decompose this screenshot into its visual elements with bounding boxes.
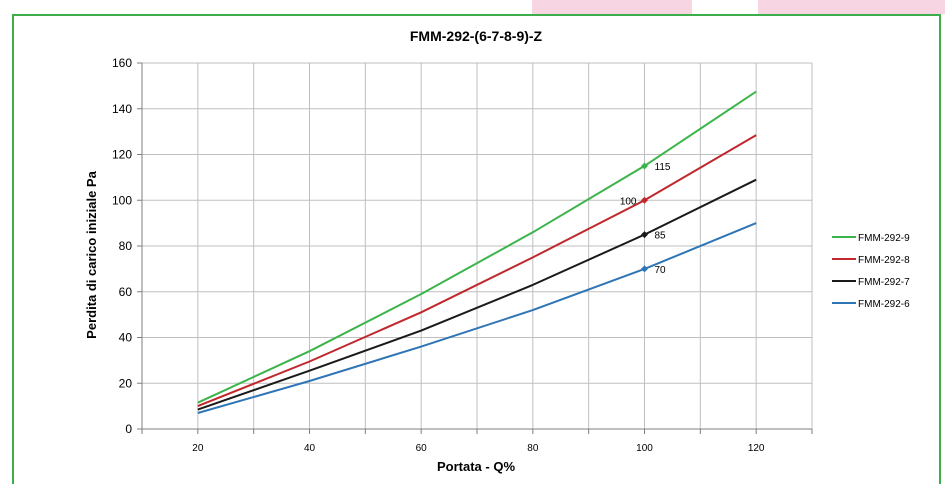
grid-layer bbox=[141, 62, 813, 430]
series-line-fmm-292-7 bbox=[197, 178, 757, 411]
x-tick-label: 80 bbox=[527, 443, 539, 454]
y-axis-title: Perdita di carico iniziale Pa bbox=[84, 170, 99, 338]
series-line-fmm-292-6 bbox=[197, 222, 757, 414]
legend-label: FMM-292-6 bbox=[858, 299, 910, 310]
y-tick-label: 80 bbox=[119, 239, 133, 253]
series-layer bbox=[197, 90, 757, 414]
x-tick-label: 100 bbox=[636, 443, 653, 454]
data-point-marker bbox=[641, 265, 648, 273]
legend-label: FMM-292-7 bbox=[858, 277, 910, 288]
legend-label: FMM-292-9 bbox=[858, 233, 910, 244]
annotation-layer: 115 100 85 70 bbox=[620, 162, 671, 276]
legend-label: FMM-292-8 bbox=[858, 255, 910, 266]
x-tick-label: 60 bbox=[416, 443, 428, 454]
series-line-fmm-292-9 bbox=[197, 90, 757, 404]
header-pink-box-1 bbox=[532, 0, 692, 14]
y-tick-label: 140 bbox=[112, 102, 132, 116]
data-label: 115 bbox=[655, 162, 671, 173]
x-tick-label: 40 bbox=[304, 443, 316, 454]
top-header-strip bbox=[0, 0, 945, 14]
x-tick-label: 120 bbox=[748, 443, 765, 454]
y-tick-label: 120 bbox=[112, 148, 132, 162]
chart-title: FMM-292-(6-7-8-9)-Z bbox=[410, 28, 543, 44]
y-tick-label: 40 bbox=[119, 331, 133, 345]
y-tick-label: 100 bbox=[112, 193, 132, 207]
data-point-marker bbox=[641, 231, 648, 239]
x-axis-title: Portata - Q% bbox=[437, 459, 515, 474]
data-label: 70 bbox=[655, 265, 667, 276]
data-point-marker bbox=[641, 162, 648, 170]
series-line-fmm-292-8 bbox=[197, 134, 757, 408]
axis-layer: 0 20 40 60 80 100 120 140 160 20 40 60 80 100 120 bbox=[112, 56, 813, 454]
header-pink-box-2 bbox=[758, 0, 945, 14]
data-label: 100 bbox=[620, 196, 637, 207]
data-label: 85 bbox=[655, 231, 667, 242]
y-tick-label: 160 bbox=[112, 56, 132, 70]
data-point-marker bbox=[641, 196, 648, 204]
y-tick-label: 60 bbox=[119, 285, 133, 299]
legend: FMM-292-9 FMM-292-8 FMM-292-7 FMM-292-6 bbox=[832, 233, 910, 310]
x-tick-label: 20 bbox=[192, 443, 204, 454]
y-tick-label: 20 bbox=[119, 376, 133, 390]
y-tick-label: 0 bbox=[125, 422, 132, 436]
